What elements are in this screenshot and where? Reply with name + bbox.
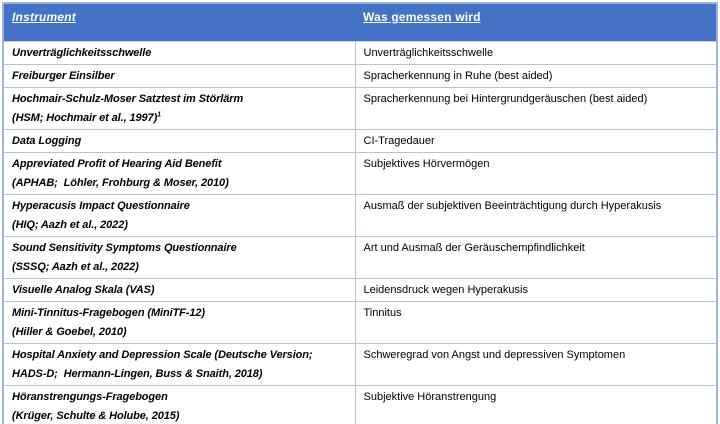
- instrument-cell: Appreviated Profit of Hearing Aid Benefi…: [3, 152, 356, 195]
- instrument-line: Höranstrengungs-Fragebogen: [12, 391, 168, 403]
- instrument-line: Mini-Tinnitus-Fragebogen (MiniTF-12): [12, 307, 205, 319]
- measure-cell: Art und Ausmaß der Geräuschempfindlichke…: [355, 236, 717, 279]
- table-row: Unverträglichkeitsschwelle Unverträglichk…: [3, 41, 717, 65]
- footnote-marker: 1: [157, 111, 161, 119]
- instrument-line: HADS-D; Hermann-Lingen, Buss & Snaith, 2…: [12, 368, 263, 380]
- instrument-cell: Freiburger Einsilber: [3, 64, 356, 88]
- measure-cell: Unverträglichkeitsschwelle: [363, 47, 494, 59]
- measure-cell: Spracherkennung in Ruhe (best aided): [355, 64, 717, 88]
- table-row: Sound Sensitivity Symptoms Questionnaire…: [3, 236, 717, 279]
- table-row: Hochmair-Schulz-Moser Satztest im Störlä…: [3, 87, 717, 130]
- measure-cell: Spracherkennung bei Hintergrundgeräusche…: [355, 87, 717, 130]
- measure-cell: CI-Tragedauer: [355, 129, 717, 153]
- column-header-instrument-label: Instrument: [12, 10, 77, 24]
- instrument-line: Visuelle Analog Skala (VAS): [12, 284, 155, 296]
- instrument-cell: Hyperacusis Impact Questionnaire (HIQ; Aa…: [3, 194, 356, 237]
- measure-cell: Subjektives Hörvermögen: [355, 152, 717, 195]
- table-row: Data Logging CI-Tragedauer: [3, 129, 717, 153]
- table-row: Freiburger Einsilber Spracherkennung in R…: [3, 64, 717, 88]
- measure-cell: Schweregrad von Angst und depressiven Sy…: [355, 343, 717, 386]
- table-body: Unverträglichkeitsschwelle Unverträglichk…: [3, 41, 717, 424]
- column-header-measure-label: Was gemessen wird: [363, 10, 481, 24]
- instrument-cell: Data Logging: [3, 129, 356, 153]
- column-header-measure: Was gemessen wird: [355, 3, 717, 42]
- instrument-line: Freiburger Einsilber: [12, 70, 115, 82]
- instrument-line: Unverträglichkeitsschwelle: [12, 47, 152, 59]
- instrument-line: (Hiller & Goebel, 2010): [12, 326, 127, 338]
- instrument-line: Sound Sensitivity Symptoms Questionnaire: [12, 242, 237, 254]
- measure-cell: Leidensdruck wegen Hyperakusis: [355, 278, 717, 302]
- instrument-line: Data Logging: [12, 135, 82, 147]
- header-row: Instrument Was gemessen wird: [3, 3, 717, 42]
- instrument-line: Hyperacusis Impact Questionnaire: [12, 200, 190, 212]
- instrument-line: (HSM; Hochmair et al., 1997)1: [12, 111, 161, 124]
- table-row: Visuelle Analog Skala (VAS) Leidensdruck …: [3, 278, 717, 302]
- instrument-cell: Sound Sensitivity Symptoms Questionnaire…: [3, 236, 356, 279]
- table-row: Höranstrengungs-Fragebogen (Krüger, Schul…: [3, 385, 717, 424]
- table-header: Instrument Was gemessen wird: [3, 3, 717, 42]
- instrument-line: (APHAB; Löhler, Frohburg & Moser, 2010): [12, 177, 229, 189]
- table-row: Hospital Anxiety and Depression Scale (D…: [3, 343, 717, 386]
- instrument-line: (SSSQ; Aazh et al., 2022): [12, 261, 139, 273]
- instrument-cell: Visuelle Analog Skala (VAS): [3, 278, 356, 302]
- table-row: Appreviated Profit of Hearing Aid Benefi…: [3, 152, 717, 195]
- measure-cell: Tinnitus: [355, 301, 717, 344]
- measure-cell: Ausmaß der subjektiven Beeinträchtigung …: [355, 194, 717, 237]
- instrument-line: Appreviated Profit of Hearing Aid Benefi…: [12, 158, 222, 170]
- table-row: Mini-Tinnitus-Fragebogen (MiniTF-12) (Hil…: [3, 301, 717, 344]
- instrument-line: Hochmair-Schulz-Moser Satztest im Störlä…: [12, 93, 244, 105]
- instrument-cell: Hochmair-Schulz-Moser Satztest im Störlä…: [3, 87, 356, 130]
- instrument-line: (HIQ; Aazh et al., 2022): [12, 219, 128, 231]
- instrument-cell: Höranstrengungs-Fragebogen (Krüger, Schul…: [3, 385, 356, 424]
- instrument-line: Hospital Anxiety and Depression Scale (D…: [12, 349, 313, 361]
- instrument-line: (Krüger, Schulte & Holube, 2015): [12, 410, 180, 422]
- instrument-cell: Unverträglichkeitsschwelle: [3, 41, 356, 65]
- instrument-cell: Mini-Tinnitus-Fragebogen (MiniTF-12) (Hil…: [3, 301, 356, 344]
- instrument-cell: Hospital Anxiety and Depression Scale (D…: [3, 343, 356, 386]
- table-row: Hyperacusis Impact Questionnaire (HIQ; Aa…: [3, 194, 717, 237]
- column-header-instrument: Instrument: [3, 3, 355, 42]
- measure-cell: Subjektive Höranstrengung: [355, 385, 717, 424]
